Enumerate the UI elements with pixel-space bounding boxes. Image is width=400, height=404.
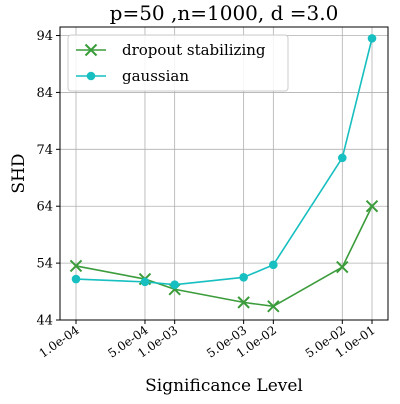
- legend-marker: [84, 43, 98, 57]
- data-point: [237, 296, 250, 309]
- y-tick-label: 64: [36, 200, 53, 215]
- data-point: [69, 259, 83, 273]
- legend-label: dropout stabilizing: [122, 41, 266, 59]
- y-tick-label: 54: [36, 257, 53, 272]
- data-point: [337, 153, 347, 163]
- x-axis-label: Significance Level: [145, 376, 303, 396]
- data-point: [71, 274, 81, 284]
- data-point: [367, 34, 377, 43]
- y-axis-label: SHD: [9, 153, 29, 193]
- marker-stroke: [336, 260, 349, 274]
- legend: dropout stabilizing gaussian: [67, 34, 289, 92]
- plot-frame: [59, 26, 389, 321]
- y-tick-label: 74: [36, 143, 53, 158]
- series-gaussian: [71, 34, 377, 290]
- marker-stroke: [267, 300, 280, 313]
- legend-item-dropout-stabilizing: dropout stabilizing: [76, 41, 266, 59]
- data-point: [336, 260, 349, 274]
- marker-stroke: [69, 259, 83, 273]
- legend-box: [67, 34, 289, 92]
- y-tick-label: 44: [36, 314, 53, 329]
- series-line: [75, 205, 373, 308]
- legend-label: gaussian: [122, 67, 189, 85]
- legend-item-gaussian: gaussian: [76, 67, 189, 85]
- data-point: [170, 280, 179, 290]
- marker-stroke: [365, 200, 379, 213]
- series-layer: [69, 34, 379, 313]
- data-point: [140, 277, 150, 287]
- y-tick-label: 94: [36, 29, 53, 44]
- data-point: [365, 200, 379, 213]
- chart-title: p=50 ,n=1000, d =3.0: [110, 1, 339, 25]
- series-dropout-stabilizing: [69, 200, 379, 313]
- data-point: [269, 260, 278, 270]
- legend-marker: [86, 71, 96, 81]
- data-point: [239, 273, 248, 282]
- marker-stroke: [237, 296, 250, 309]
- y-tick-label: 84: [36, 86, 53, 101]
- data-point: [267, 300, 280, 313]
